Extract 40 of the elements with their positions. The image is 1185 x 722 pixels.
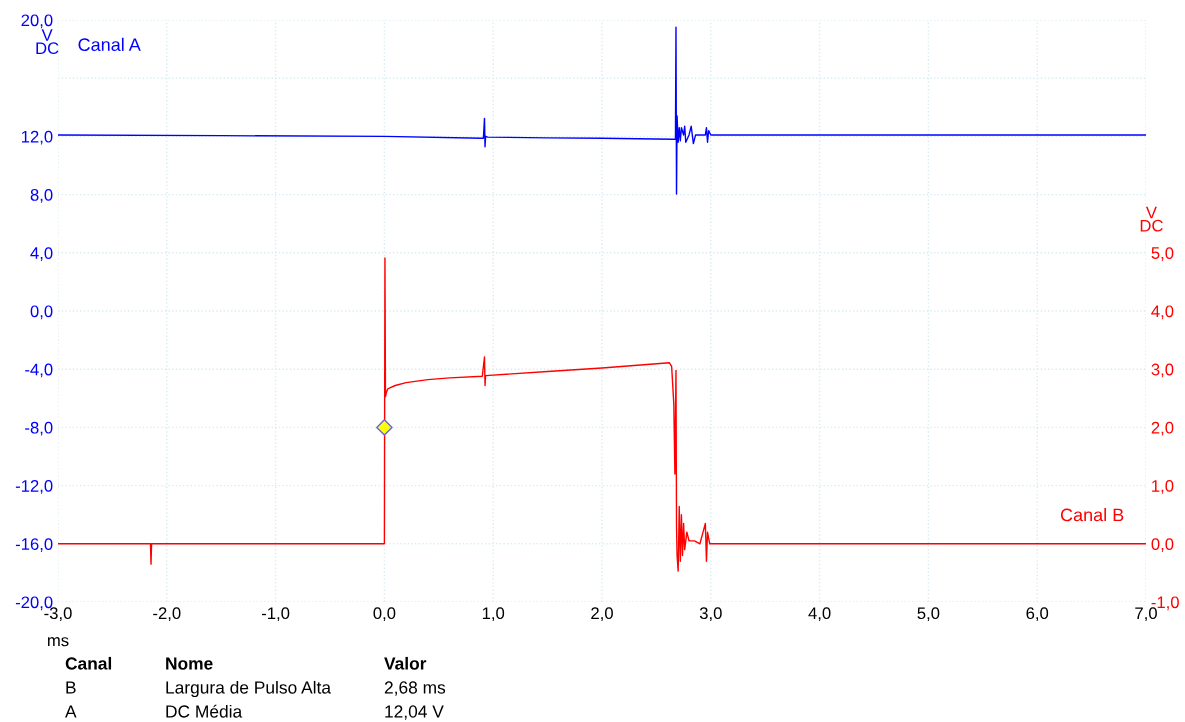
text: A <box>65 705 77 718</box>
y-tick-label: 12,0 <box>21 130 53 145</box>
text: DC Média <box>166 704 243 718</box>
y-tick-label: 4,0 <box>30 247 53 261</box>
x-tick-label: 0,0 <box>373 607 396 622</box>
y-tick-label: 20,0 <box>21 14 53 29</box>
x-tick-label: -1,0 <box>261 607 290 622</box>
y-tick-label: -16,0 <box>15 538 53 552</box>
x-tick-label: 3,0 <box>699 607 722 622</box>
y2-tick-label: 0,0 <box>1151 538 1174 552</box>
x-axis-title: ms <box>48 637 69 647</box>
y-tick-label: 0,0 <box>30 305 53 320</box>
y-tick-label: -12,0 <box>15 480 53 494</box>
x-tick-label: 2,0 <box>591 607 613 622</box>
y2-tick-label: 1,0 <box>1152 480 1174 494</box>
y2-tick-label: 2,0 <box>1151 421 1174 436</box>
series-label: Canal B <box>1060 508 1124 522</box>
text: Nome <box>166 657 213 670</box>
y2-tick-label: 5,0 <box>1151 247 1174 261</box>
text: Largura de Pulso Alta <box>166 680 332 698</box>
y-tick-label: -8,0 <box>25 421 53 436</box>
text: 12,04 V <box>385 705 444 720</box>
y-axis-title: V DC <box>36 29 59 55</box>
text: Valor <box>384 656 427 670</box>
y2-tick-label: 4,0 <box>1151 305 1174 320</box>
text: Canal <box>65 656 112 670</box>
line-series <box>58 26 1146 195</box>
x-tick-label: 1,0 <box>482 607 505 622</box>
y-tick-label: -4,0 <box>25 363 53 378</box>
y2-tick-label: 3,0 <box>1151 363 1174 378</box>
text: 2,68 ms <box>384 681 446 696</box>
text: B <box>66 681 76 694</box>
x-tick-label: 4,0 <box>808 607 831 622</box>
line-series <box>58 257 1146 572</box>
x-tick-label: -2,0 <box>153 607 181 622</box>
y-tick-label: 8,0 <box>30 189 53 203</box>
x-tick-label: 6,0 <box>1026 607 1049 622</box>
y2-axis-title: V DC <box>1140 206 1163 232</box>
x-tick-label: 5,0 <box>917 607 940 622</box>
text: Canal A <box>78 37 141 52</box>
